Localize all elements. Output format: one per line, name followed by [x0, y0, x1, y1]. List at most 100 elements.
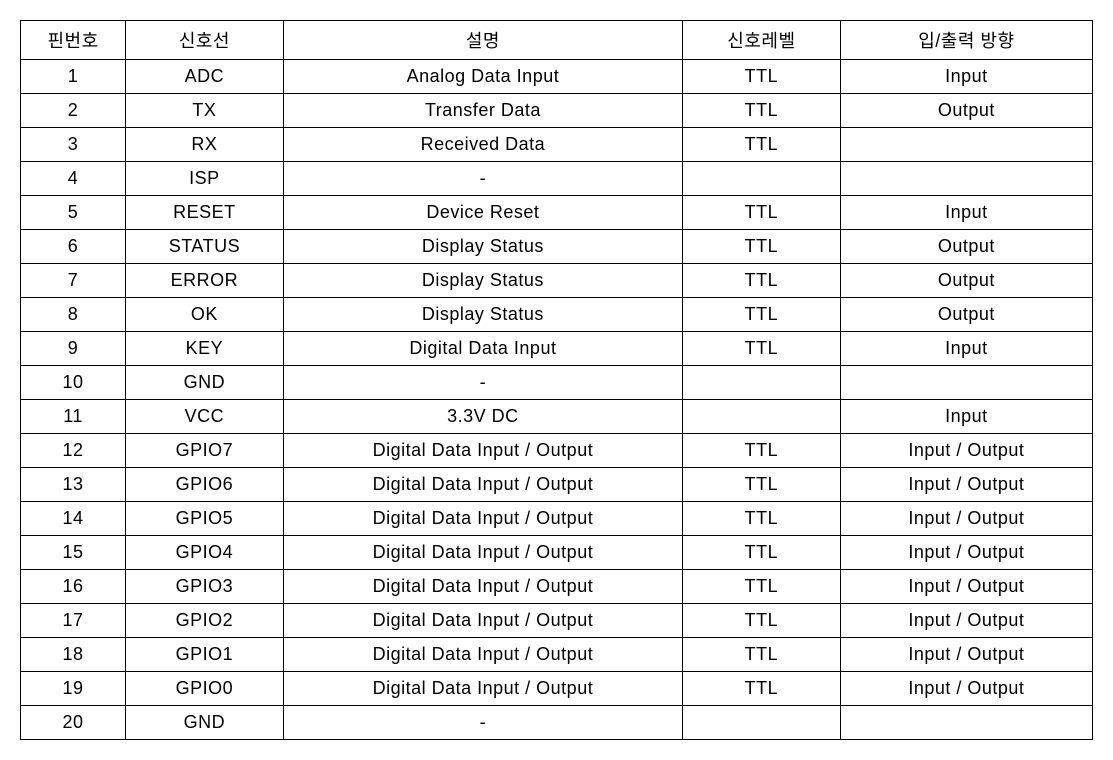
cell-direction: Input / Output	[840, 672, 1092, 706]
cell-desc: 3.3V DC	[283, 400, 682, 434]
cell-pin: 4	[21, 162, 126, 196]
cell-pin: 11	[21, 400, 126, 434]
cell-pin: 8	[21, 298, 126, 332]
cell-direction: Input / Output	[840, 468, 1092, 502]
cell-pin: 10	[21, 366, 126, 400]
cell-desc: Received Data	[283, 128, 682, 162]
cell-signal: STATUS	[126, 230, 284, 264]
col-header-level: 신호레벨	[683, 21, 841, 60]
cell-desc: Digital Data Input / Output	[283, 434, 682, 468]
cell-desc: Digital Data Input / Output	[283, 570, 682, 604]
cell-desc: Digital Data Input / Output	[283, 638, 682, 672]
cell-direction: Input / Output	[840, 570, 1092, 604]
table-row: 13 GPIO6 Digital Data Input / Output TTL…	[21, 468, 1093, 502]
table-header-row: 핀번호 신호선 설명 신호레벨 입/출력 방향	[21, 21, 1093, 60]
cell-level: TTL	[683, 128, 841, 162]
cell-pin: 6	[21, 230, 126, 264]
cell-signal: GPIO7	[126, 434, 284, 468]
cell-signal: GND	[126, 706, 284, 740]
cell-desc: -	[283, 162, 682, 196]
cell-pin: 14	[21, 502, 126, 536]
cell-signal: KEY	[126, 332, 284, 366]
cell-signal: RX	[126, 128, 284, 162]
cell-desc: Display Status	[283, 230, 682, 264]
cell-signal: GND	[126, 366, 284, 400]
cell-desc: Analog Data Input	[283, 60, 682, 94]
cell-desc: Digital Data Input	[283, 332, 682, 366]
col-header-direction: 입/출력 방향	[840, 21, 1092, 60]
cell-level	[683, 162, 841, 196]
cell-pin: 17	[21, 604, 126, 638]
cell-direction: Input / Output	[840, 536, 1092, 570]
cell-desc: Digital Data Input / Output	[283, 502, 682, 536]
cell-signal: GPIO6	[126, 468, 284, 502]
table-body: 1 ADC Analog Data Input TTL Input 2 TX T…	[21, 60, 1093, 740]
cell-level	[683, 366, 841, 400]
cell-direction	[840, 162, 1092, 196]
cell-direction: Input	[840, 60, 1092, 94]
cell-desc: Display Status	[283, 264, 682, 298]
cell-pin: 9	[21, 332, 126, 366]
table-row: 9 KEY Digital Data Input TTL Input	[21, 332, 1093, 366]
cell-direction: Input / Output	[840, 604, 1092, 638]
cell-signal: GPIO0	[126, 672, 284, 706]
cell-direction: Input	[840, 332, 1092, 366]
table-row: 19 GPIO0 Digital Data Input / Output TTL…	[21, 672, 1093, 706]
cell-desc: Digital Data Input / Output	[283, 672, 682, 706]
cell-signal: TX	[126, 94, 284, 128]
cell-level: TTL	[683, 570, 841, 604]
cell-direction: Input / Output	[840, 502, 1092, 536]
col-header-desc: 설명	[283, 21, 682, 60]
cell-level: TTL	[683, 60, 841, 94]
table-row: 18 GPIO1 Digital Data Input / Output TTL…	[21, 638, 1093, 672]
cell-level: TTL	[683, 536, 841, 570]
cell-signal: ADC	[126, 60, 284, 94]
cell-level: TTL	[683, 332, 841, 366]
cell-direction: Input	[840, 196, 1092, 230]
cell-direction	[840, 128, 1092, 162]
cell-desc: Display Status	[283, 298, 682, 332]
cell-pin: 13	[21, 468, 126, 502]
cell-pin: 19	[21, 672, 126, 706]
cell-level: TTL	[683, 468, 841, 502]
cell-pin: 18	[21, 638, 126, 672]
table-row: 2 TX Transfer Data TTL Output	[21, 94, 1093, 128]
table-row: 3 RX Received Data TTL	[21, 128, 1093, 162]
cell-desc: -	[283, 706, 682, 740]
cell-pin: 12	[21, 434, 126, 468]
table-row: 12 GPIO7 Digital Data Input / Output TTL…	[21, 434, 1093, 468]
cell-level: TTL	[683, 94, 841, 128]
table-row: 4 ISP -	[21, 162, 1093, 196]
cell-pin: 1	[21, 60, 126, 94]
cell-desc: Transfer Data	[283, 94, 682, 128]
table-row: 11 VCC 3.3V DC Input	[21, 400, 1093, 434]
cell-direction: Output	[840, 94, 1092, 128]
cell-signal: ERROR	[126, 264, 284, 298]
cell-level: TTL	[683, 196, 841, 230]
cell-direction: Input	[840, 400, 1092, 434]
table-row: 14 GPIO5 Digital Data Input / Output TTL…	[21, 502, 1093, 536]
cell-signal: GPIO4	[126, 536, 284, 570]
cell-direction	[840, 366, 1092, 400]
col-header-signal: 신호선	[126, 21, 284, 60]
cell-level	[683, 400, 841, 434]
table-row: 8 OK Display Status TTL Output	[21, 298, 1093, 332]
table-row: 10 GND -	[21, 366, 1093, 400]
cell-level: TTL	[683, 264, 841, 298]
cell-direction: Output	[840, 298, 1092, 332]
cell-level: TTL	[683, 230, 841, 264]
cell-direction: Input / Output	[840, 638, 1092, 672]
cell-pin: 15	[21, 536, 126, 570]
cell-desc: Digital Data Input / Output	[283, 468, 682, 502]
table-row: 7 ERROR Display Status TTL Output	[21, 264, 1093, 298]
table-row: 15 GPIO4 Digital Data Input / Output TTL…	[21, 536, 1093, 570]
cell-level: TTL	[683, 638, 841, 672]
cell-signal: ISP	[126, 162, 284, 196]
cell-signal: GPIO2	[126, 604, 284, 638]
col-header-pin: 핀번호	[21, 21, 126, 60]
cell-direction: Input / Output	[840, 434, 1092, 468]
table-row: 16 GPIO3 Digital Data Input / Output TTL…	[21, 570, 1093, 604]
cell-desc: Device Reset	[283, 196, 682, 230]
cell-pin: 3	[21, 128, 126, 162]
cell-desc: Digital Data Input / Output	[283, 536, 682, 570]
